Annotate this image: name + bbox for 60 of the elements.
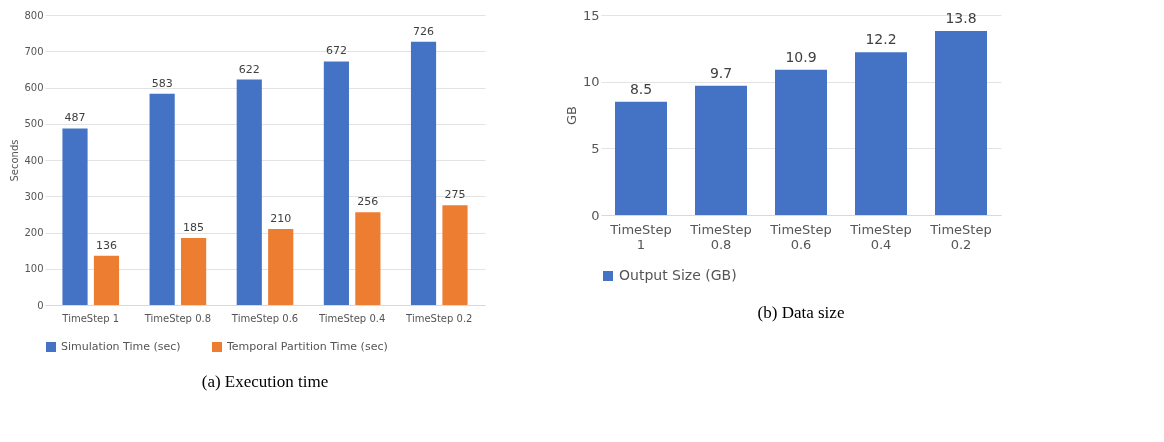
text: (a) Execution time <box>201 372 329 391</box>
bar <box>149 93 175 305</box>
x-tick-label: TimeStep 0.8 <box>143 312 212 324</box>
data-label: 275 <box>444 188 466 202</box>
y-tick-label: 400 <box>24 154 44 166</box>
y-tick-label: 600 <box>24 82 44 93</box>
x-tick-label: TimeStep 1 <box>609 221 672 252</box>
y-axis-title: GB <box>563 106 579 125</box>
bar <box>855 52 907 215</box>
y-tick-label: 0 <box>37 299 44 311</box>
data-label: 8.5 <box>629 80 653 97</box>
bar <box>775 69 827 215</box>
x-tick-label: TimeStep 0.2 <box>405 312 473 324</box>
x-tick-label: TimeStep 0.6 <box>769 221 832 252</box>
data-label: 13.8 <box>945 10 977 26</box>
y-tick-label: 15 <box>582 7 600 23</box>
bar <box>355 212 381 305</box>
legend-label: Temporal Partition Time (sec) <box>226 340 388 353</box>
bar <box>695 85 747 215</box>
data-label: 10.9 <box>785 48 817 65</box>
x-tick-label: TimeStep 0.2 <box>929 221 992 252</box>
bar <box>323 61 349 305</box>
y-tick-label: 700 <box>24 45 44 57</box>
data-label: 12.2 <box>865 31 897 48</box>
data-label: 487 <box>64 111 86 125</box>
data-label: 256 <box>357 195 379 209</box>
legend-label: Simulation Time (sec) <box>61 340 181 353</box>
data-label: 726 <box>413 24 435 38</box>
x-tick-label: TimeStep 0.4 <box>317 312 386 324</box>
data-label: 185 <box>183 220 205 234</box>
bar <box>410 41 437 305</box>
bar <box>181 237 207 305</box>
bar <box>236 79 262 305</box>
y-tick-label: 500 <box>24 118 44 130</box>
y-tick-label: 10 <box>582 74 600 90</box>
data-label: 9.7 <box>709 64 733 81</box>
bar <box>442 205 468 305</box>
x-tick-label: TimeStep 0.8 <box>689 221 752 252</box>
y-tick-label: 0 <box>591 207 600 223</box>
data-label: 136 <box>95 238 117 252</box>
x-tick-label: TimeStep 0.4 <box>849 221 912 252</box>
bar <box>93 255 120 305</box>
y-tick-label: 300 <box>24 190 44 202</box>
y-axis-title: Seconds <box>9 139 21 182</box>
y-tick-label: 100 <box>24 263 44 275</box>
bar <box>268 228 294 305</box>
data-label: 210 <box>270 211 292 225</box>
bar <box>615 101 667 215</box>
data-label: 583 <box>151 76 173 90</box>
y-tick-label: 200 <box>24 227 44 238</box>
data-label: 672 <box>325 44 347 58</box>
bar <box>62 128 88 305</box>
x-tick-label: TimeStep 0.6 <box>230 312 299 324</box>
y-tick-label: 5 <box>591 140 600 156</box>
bar <box>935 31 987 215</box>
legend-label: Output Size (GB) <box>619 267 737 283</box>
data-label: 622 <box>238 62 260 76</box>
text: (b) Data size <box>757 303 845 322</box>
y-tick-label: 800 <box>24 9 44 21</box>
x-tick-label: TimeStep 1 <box>61 312 120 324</box>
